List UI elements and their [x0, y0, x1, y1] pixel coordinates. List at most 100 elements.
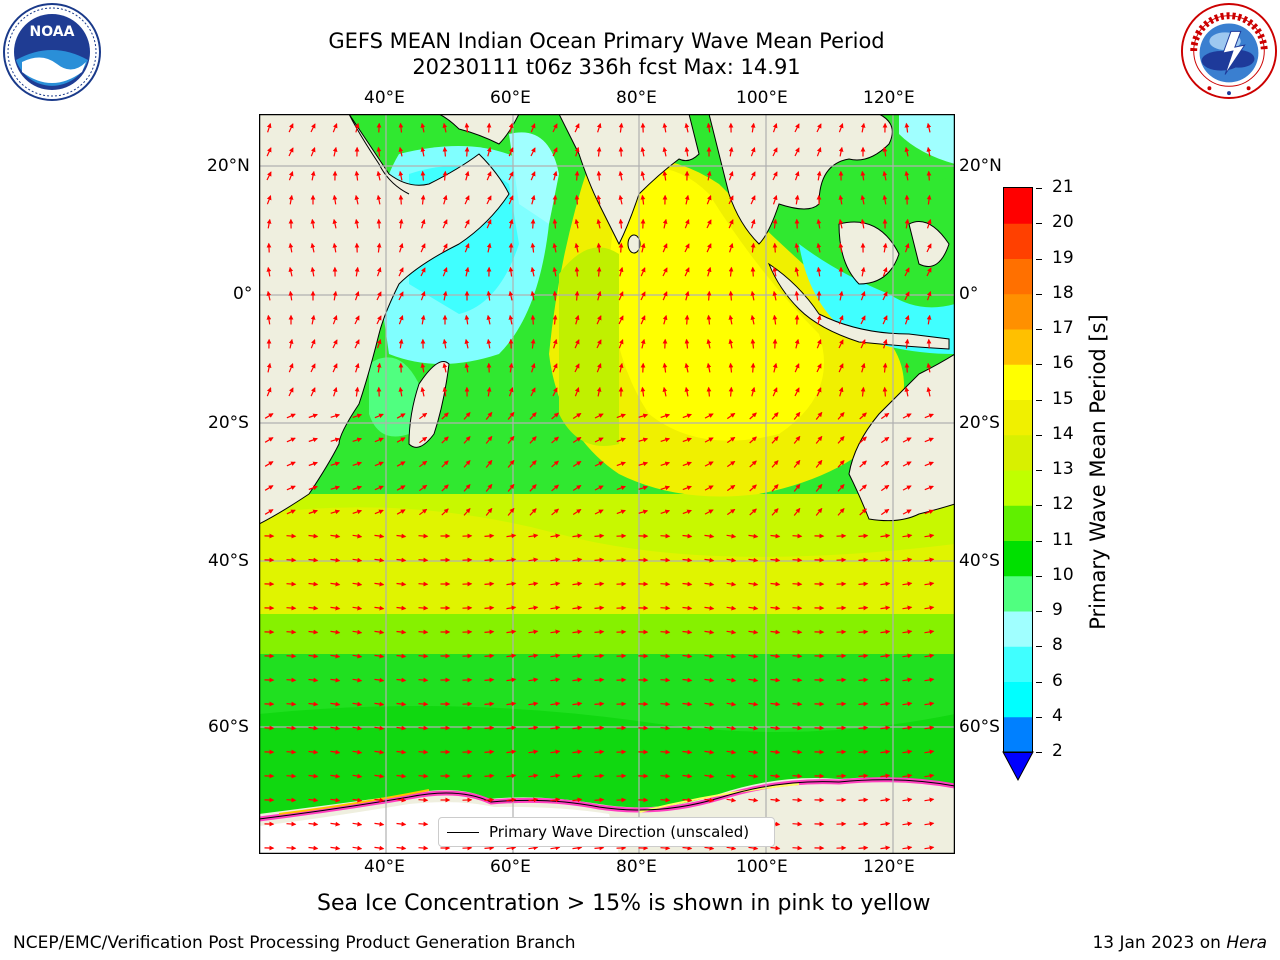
wave-arrow: [662, 218, 668, 229]
colorbar-tick-label: 8: [1052, 635, 1063, 656]
wave-arrow: [330, 413, 341, 419]
wave-arrow: [464, 219, 470, 229]
colorbar-bin: [1004, 646, 1032, 682]
wave-arrow: [926, 122, 932, 133]
wave-arrow: [330, 725, 341, 731]
wave-arrow: [748, 773, 759, 779]
wave-arrow: [376, 339, 382, 349]
wave-arrow: [330, 677, 341, 683]
wave-arrow: [726, 436, 736, 444]
wave-arrow: [704, 437, 714, 443]
wave-arrow: [506, 701, 517, 707]
wave-arrow: [376, 291, 382, 301]
wave-arrow: [396, 485, 406, 491]
wave-arrow: [660, 557, 671, 563]
wave-arrow: [507, 483, 515, 492]
wave-arrow: [706, 219, 712, 229]
wave-arrow: [704, 773, 715, 779]
wave-arrow: [770, 797, 781, 803]
wave-arrow: [550, 605, 561, 611]
wave-arrow: [374, 677, 385, 683]
wave-arrow: [420, 218, 426, 229]
wave-arrow: [816, 218, 822, 229]
wave-arrow: [396, 581, 407, 587]
wave-arrow: [352, 581, 363, 587]
wave-arrow: [880, 605, 891, 611]
colorbar-tick-label: 15: [1052, 388, 1074, 409]
wave-arrow: [926, 218, 932, 229]
wave-arrow: [728, 266, 734, 277]
wave-arrow: [662, 170, 668, 181]
wave-arrow: [330, 485, 341, 491]
wave-arrow: [596, 339, 602, 349]
wave-arrow: [660, 797, 671, 803]
wave-arrow: [442, 386, 448, 397]
wave-arrow: [332, 315, 338, 325]
wave-arrow: [484, 653, 495, 659]
wave-arrow: [374, 557, 385, 563]
wave-arrow: [264, 509, 274, 515]
wave-arrow: [508, 147, 514, 157]
wave-arrow: [464, 146, 470, 157]
wave-arrow: [352, 461, 363, 467]
colorbar-tick-label: 11: [1052, 529, 1074, 550]
wave-arrow: [837, 436, 845, 444]
wave-arrow: [838, 146, 844, 157]
wave-arrow: [728, 146, 734, 157]
colorbar-bin: [1004, 540, 1032, 577]
wave-arrow: [682, 773, 693, 779]
wave-arrow: [332, 363, 338, 373]
wave-arrow: [286, 797, 297, 803]
wave-arrow: [660, 509, 671, 515]
wave-arrow: [860, 291, 866, 301]
wave-arrow: [750, 218, 756, 229]
wave-arrow: [924, 845, 935, 851]
wave-arrow: [308, 677, 319, 683]
wave-arrow: [530, 171, 536, 181]
wave-arrow: [638, 413, 649, 419]
wave-arrow: [704, 677, 715, 683]
wave-arrow: [530, 147, 536, 157]
wave-arrow: [552, 314, 558, 325]
wave-arrow: [572, 412, 582, 420]
wave-arrow: [772, 266, 778, 277]
colorbar-tick-label: 19: [1052, 247, 1074, 268]
wave-arrow: [792, 605, 803, 611]
wave-arrow: [463, 436, 471, 444]
wave-arrow: [486, 386, 492, 397]
wave-arrow: [684, 122, 690, 133]
wave-arrow: [308, 797, 319, 803]
wave-arrow: [880, 677, 891, 683]
wave-arrow: [308, 725, 319, 731]
lat-tick-right-40s: 40°S: [959, 551, 1000, 571]
wave-arrow: [660, 485, 671, 491]
wave-arrow: [572, 773, 583, 779]
wave-arrow: [552, 387, 558, 397]
colorbar-tick-label: 21: [1052, 177, 1074, 197]
wave-arrow: [419, 460, 428, 468]
wave-arrow: [860, 194, 866, 205]
wave-arrow: [286, 821, 297, 827]
wave-arrow: [508, 218, 514, 229]
wave-arrow: [310, 339, 316, 349]
wave-arrow: [838, 242, 844, 253]
wave-arrow: [660, 677, 671, 683]
lat-tick-left-0: 0°: [233, 284, 253, 304]
wave-arrow: [594, 581, 605, 587]
wave-arrow: [464, 243, 470, 253]
wave-arrow: [793, 411, 801, 420]
wave-arrow: [660, 845, 671, 851]
wave-arrow: [660, 749, 671, 755]
wave-arrow: [704, 797, 715, 803]
wave-arrow: [748, 629, 759, 635]
wave-arrow: [684, 290, 690, 301]
wave-arrow: [926, 170, 932, 181]
wave-arrow: [594, 701, 605, 707]
wave-arrow: [574, 170, 580, 181]
wave-arrow: [398, 267, 404, 277]
wave-arrow: [794, 147, 800, 157]
wave-arrow: [464, 122, 470, 133]
wave-arrow: [880, 581, 891, 587]
wave-arrow: [902, 413, 912, 419]
wave-arrow: [441, 412, 449, 420]
